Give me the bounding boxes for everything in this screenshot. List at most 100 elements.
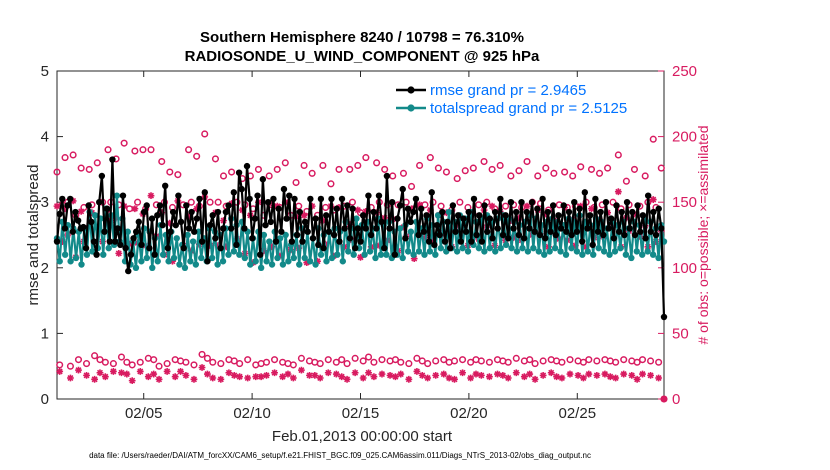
rmse-point xyxy=(647,228,654,235)
obs-assimilated-marker xyxy=(67,374,74,382)
totalspread-point xyxy=(83,251,91,258)
obs-assimilated-marker xyxy=(53,202,61,210)
rmse-point xyxy=(85,202,92,209)
obs-assimilated-marker xyxy=(488,202,496,210)
totalspread-point xyxy=(274,254,281,262)
totalspread-point xyxy=(568,244,575,252)
obs-possible-marker xyxy=(101,358,109,366)
rmse-point xyxy=(573,228,581,235)
y-right-tick-label: 150 xyxy=(672,194,697,211)
rmse-point xyxy=(605,225,612,232)
obs-possible-marker xyxy=(211,155,220,163)
obs-possible-marker xyxy=(477,357,485,365)
obs-possible-marker xyxy=(120,139,128,147)
rmse-point xyxy=(373,225,380,232)
obs-assimilated-marker xyxy=(209,374,217,382)
rmse-point xyxy=(581,189,589,196)
obs-assimilated-marker xyxy=(526,370,534,378)
obs-assimilated-marker xyxy=(128,377,136,385)
footnote: data file: /Users/raeder/DAI/ATM_forcXX/… xyxy=(89,451,591,460)
obs-possible-marker xyxy=(338,356,346,364)
rmse-point xyxy=(322,212,330,219)
obs-assimilated-marker xyxy=(547,369,555,377)
rmse-point xyxy=(151,251,158,258)
totalspread-point xyxy=(611,248,619,255)
totalspread-point xyxy=(453,248,461,255)
obs-assimilated-marker xyxy=(553,373,560,381)
chart-title: Southern Hemisphere 8240 / 10798 = 76.31… xyxy=(200,29,524,46)
rmse-point xyxy=(246,195,253,203)
rmse-point xyxy=(90,238,98,245)
obs-possible-marker xyxy=(647,357,655,365)
obs-possible-marker xyxy=(469,164,477,172)
obs-assimilated-marker xyxy=(365,369,372,377)
obs-assimilated-marker xyxy=(633,375,641,383)
rmse-point xyxy=(481,202,488,209)
obs-assimilated-marker xyxy=(504,374,512,382)
rmse-point xyxy=(457,238,464,245)
totalspread-point xyxy=(91,212,99,219)
rmse-point xyxy=(586,212,594,219)
obs-possible-marker xyxy=(622,177,630,185)
obs-assimilated-marker xyxy=(582,243,590,251)
obs-possible-marker xyxy=(219,172,228,180)
rmse-point xyxy=(375,192,383,199)
obs-possible-marker xyxy=(504,358,512,366)
obs-assimilated-marker xyxy=(271,369,278,377)
obs-assimilated-marker xyxy=(472,370,480,378)
rmse-point xyxy=(249,235,256,242)
rmse-point xyxy=(418,205,425,212)
totalspread-point xyxy=(105,244,112,252)
rmse-point xyxy=(220,225,227,232)
totalspread-point xyxy=(165,258,172,265)
rmse-point xyxy=(528,199,536,206)
obs-possible-marker xyxy=(399,169,408,177)
rmse-point xyxy=(370,208,377,216)
totalspread-point xyxy=(421,251,428,258)
rmse-point xyxy=(283,215,290,222)
obs-assimilated-marker xyxy=(198,364,206,371)
totalspread-point xyxy=(219,258,227,265)
rmse-point xyxy=(489,235,496,242)
obs-possible-marker xyxy=(300,161,308,170)
totalspread-point xyxy=(497,244,504,252)
obs-assimilated-marker xyxy=(263,371,270,379)
rmse-point xyxy=(69,228,77,235)
rmse-point xyxy=(597,208,604,216)
rmse-point xyxy=(101,228,108,235)
rmse-point xyxy=(183,202,190,209)
rmse-point xyxy=(61,225,69,232)
rmse-point xyxy=(415,231,422,239)
obs-assimilated-marker xyxy=(512,369,520,377)
obs-possible-marker xyxy=(539,357,547,365)
rmse-point xyxy=(552,231,559,239)
totalspread-point xyxy=(557,248,564,255)
x-tick-label: 02/20 xyxy=(450,405,488,422)
obs-assimilated-marker xyxy=(115,249,123,257)
obs-possible-marker xyxy=(496,161,504,170)
totalspread-point xyxy=(590,251,597,258)
rmse-point xyxy=(486,215,494,222)
rmse-point xyxy=(555,212,562,219)
totalspread-point xyxy=(247,261,254,268)
obs-assimilated-marker xyxy=(289,374,297,382)
obs-possible-marker xyxy=(125,205,134,213)
rmse-point xyxy=(447,244,454,252)
obs-assimilated-marker xyxy=(222,243,230,251)
obs-possible-marker xyxy=(295,202,303,210)
totalspread-point xyxy=(78,261,85,268)
totalspread-point xyxy=(639,251,646,258)
obs-assimilated-marker xyxy=(566,370,574,378)
obs-assimilated-marker xyxy=(193,205,201,213)
rmse-point xyxy=(156,202,164,209)
y-axis-left: 0 1 2 3 4 5 xyxy=(41,63,63,408)
rmse-point xyxy=(140,208,148,216)
x-tick-label: 02/15 xyxy=(342,405,380,422)
totalspread-point xyxy=(143,254,151,262)
obs-possible-marker xyxy=(587,165,596,173)
obs-assimilated-marker xyxy=(257,373,265,381)
totalspread-point xyxy=(633,248,640,255)
legend-rmse-marker xyxy=(407,86,415,94)
rmse-point xyxy=(507,199,515,206)
